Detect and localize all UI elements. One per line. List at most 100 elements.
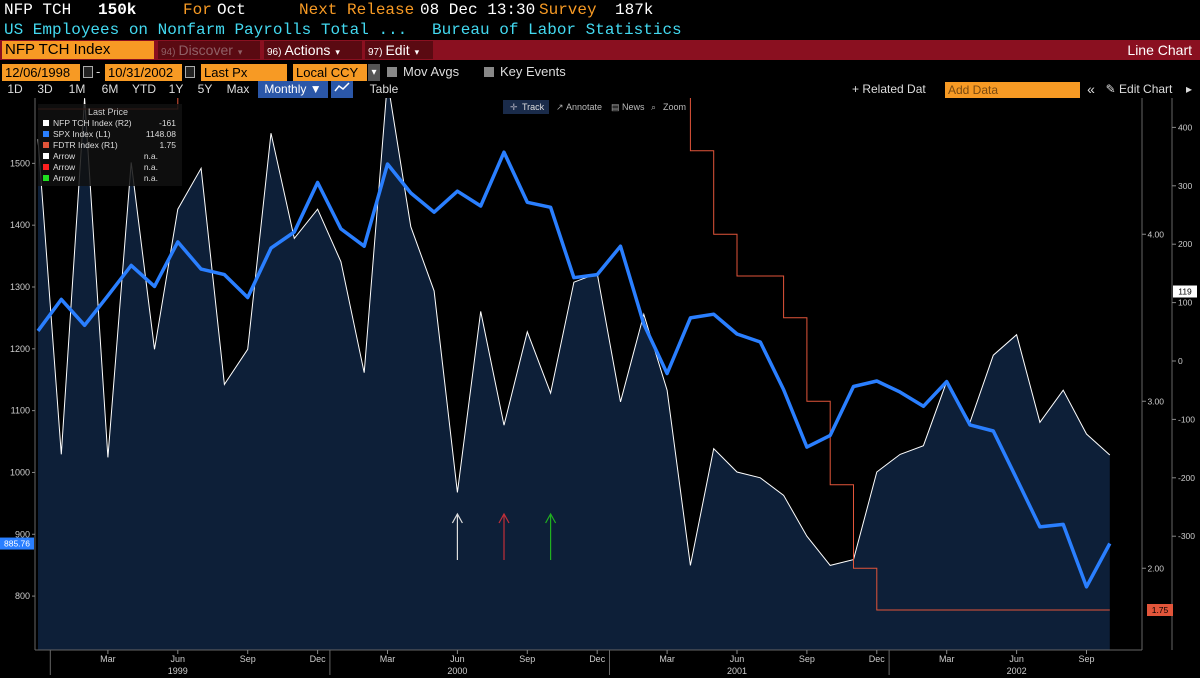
nfp-area: [38, 98, 1110, 650]
legend-value-arrow-green: n.a.: [144, 173, 158, 183]
x-tick-label: Mar: [939, 654, 955, 664]
left-tick-label: 1000: [10, 467, 30, 477]
x-tick-label: Mar: [659, 654, 675, 664]
collapse-icon[interactable]: «: [1087, 81, 1095, 97]
year-label: 2000: [447, 666, 467, 676]
date-dash: -: [96, 64, 101, 79]
chart-settings: 12/06/1998 - 10/31/2002 Last Px Local CC…: [0, 63, 1200, 81]
range-1y-button[interactable]: 1Y: [168, 82, 184, 96]
security-input[interactable]: NFP TCH Index: [2, 41, 154, 59]
zoom-tool[interactable]: Zoom: [663, 102, 686, 112]
edit-menu[interactable]: 97) Edit ▾: [365, 41, 433, 59]
track-tool-bg: [503, 100, 549, 114]
period: Oct: [217, 1, 246, 19]
table-button[interactable]: Table: [369, 82, 399, 96]
actions-menu[interactable]: 96) Actions ▾: [264, 41, 362, 59]
add-data-input[interactable]: Add Data: [945, 82, 1080, 98]
more-icon[interactable]: ▸: [1185, 82, 1193, 96]
news-tool[interactable]: News: [622, 102, 645, 112]
legend-name-nfp: NFP TCH Index (R2): [53, 118, 132, 128]
field-select[interactable]: Last Px: [201, 64, 287, 81]
zoom-icon[interactable]: ⌕: [651, 102, 656, 112]
right1-tick-label: 4.00: [1147, 229, 1164, 239]
discover-num: 94): [161, 47, 176, 58]
mov-avgs-checkbox[interactable]: [387, 67, 397, 77]
calendar-icon[interactable]: [83, 66, 93, 78]
right2-tick-label: 200: [1178, 239, 1192, 249]
chevron-down-icon: ▾: [414, 47, 420, 57]
legend-name-arrow-green: Arrow: [53, 173, 76, 183]
right2-tick-label: -200: [1178, 473, 1195, 483]
spx-last-badge: [0, 537, 34, 550]
legend-value-arrow-white: n.a.: [144, 151, 158, 161]
next-release-label: Next Release: [299, 1, 415, 19]
chart-legend: Last Price NFP TCH Index (R2) -161 SPX I…: [38, 104, 182, 186]
legend-name-fdtr: FDTR Index (R1): [53, 140, 118, 150]
legend-swatch-arrow-white: [43, 153, 49, 159]
survey-label: Survey: [539, 1, 597, 19]
edit-label: Edit: [385, 42, 410, 58]
line-chart[interactable]: 8009001000110012001300140015002.003.004.…: [0, 98, 1200, 678]
calendar-icon[interactable]: [185, 66, 195, 78]
news-icon[interactable]: ▤: [611, 102, 620, 112]
currency-select[interactable]: Local CCY: [293, 64, 367, 81]
range-bar: 1D 3D 1M 6M YTD 1Y 5Y Max Monthly ▼ Tabl…: [0, 81, 1200, 98]
right2-tick-label: 300: [1178, 181, 1192, 191]
track-tool[interactable]: Track: [522, 102, 545, 112]
edit-chart-button[interactable]: ✎ Edit Chart: [1105, 82, 1173, 96]
range-3d-button[interactable]: 3D: [37, 82, 53, 96]
line-style-icon[interactable]: [331, 81, 353, 98]
spx-last-label: 885.76: [4, 539, 30, 549]
discover-menu[interactable]: 94) Discover ▾: [158, 41, 260, 59]
fdtr-last-badge: [1147, 604, 1173, 616]
frequency-select[interactable]: Monthly ▼: [258, 81, 328, 98]
left-tick-label: 900: [15, 529, 30, 539]
nfp-area-layer: [38, 98, 1110, 650]
range-6m-button[interactable]: 6M: [101, 82, 119, 96]
range-ytd-button[interactable]: YTD: [132, 82, 156, 96]
end-date-input[interactable]: 10/31/2002: [105, 64, 182, 81]
key-events-checkbox[interactable]: [484, 67, 494, 77]
chart-type-title: Line Chart: [1127, 42, 1192, 58]
range-1m-button[interactable]: 1M: [68, 82, 86, 96]
arrow-markers-layer: [451, 512, 557, 560]
year-label: 2001: [727, 666, 747, 676]
actions-num: 96): [267, 47, 282, 58]
legend-swatch-spx: [43, 131, 49, 137]
range-max-button[interactable]: Max: [226, 82, 250, 96]
spx-series-line: [36, 150, 1112, 589]
line-chart-icon: [334, 82, 350, 92]
chevron-down-icon: ▾: [237, 47, 243, 57]
currency-dropdown-icon[interactable]: ▾: [368, 64, 380, 81]
right2-tick-label: -300: [1178, 531, 1195, 541]
related-data-button[interactable]: + Related Dat: [852, 82, 926, 96]
chart-tools: ✛ Track ↗ Annotate ▤ News ⌕ Zoom: [503, 100, 686, 114]
chevron-down-icon: ▾: [335, 47, 340, 57]
right2-tick-label: 0: [1178, 356, 1183, 366]
right2-tick-label: 100: [1178, 298, 1192, 308]
legend-swatch-nfp: [43, 120, 49, 126]
range-5y-button[interactable]: 5Y: [197, 82, 213, 96]
x-tick-label: Jun: [450, 654, 465, 664]
key-events-label: Key Events: [500, 64, 566, 79]
left-tick-label: 1100: [11, 406, 30, 416]
security-description: US Employees on Nonfarm Payrolls Total .…: [0, 20, 1200, 40]
range-1d-button[interactable]: 1D: [7, 82, 23, 96]
year-label: 2002: [1007, 666, 1027, 676]
annotate-tool[interactable]: Annotate: [566, 102, 602, 112]
x-tick-label: Mar: [100, 654, 116, 664]
right2-tick-label: 400: [1178, 122, 1192, 132]
nfp-series-line: [37, 98, 1111, 566]
for-label: For: [183, 1, 212, 19]
x-tick-label: Jun: [1009, 654, 1024, 664]
annotate-icon[interactable]: ↗: [556, 102, 564, 112]
legend-swatch-arrow-red: [43, 164, 49, 170]
start-date-input[interactable]: 12/06/1998: [2, 64, 80, 81]
legend-background: [38, 104, 182, 186]
legend-value-spx: 1148.08: [146, 129, 176, 139]
nfp-last-badge: [1173, 285, 1197, 298]
left-tick-label: 1200: [10, 344, 30, 354]
track-icon[interactable]: ✛: [510, 102, 518, 112]
left-tick-label: 1500: [10, 158, 30, 168]
x-tick-label: Dec: [310, 654, 327, 664]
